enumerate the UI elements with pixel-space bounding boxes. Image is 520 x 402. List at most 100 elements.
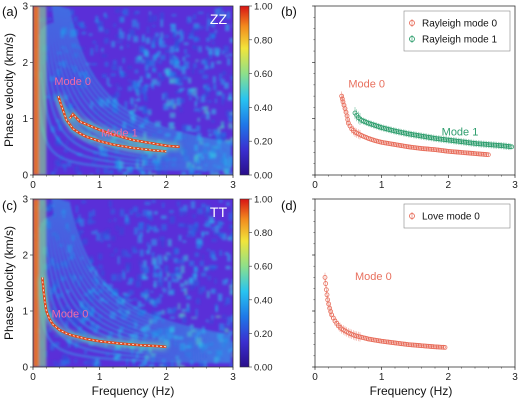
- a-texture-cell: [183, 61, 190, 69]
- a-texture-cell: [103, 12, 107, 17]
- c-texture-cell: [182, 315, 187, 324]
- c-texture-cell: [224, 328, 229, 333]
- c-texture-cell: [175, 259, 182, 264]
- a-texture-cell: [115, 91, 120, 98]
- b-xtick-label: 3: [512, 180, 518, 191]
- a-texture-cell: [193, 23, 200, 29]
- a-texture-cell: [169, 103, 174, 110]
- a-texture-cell: [163, 103, 169, 111]
- c-texture-cell: [156, 297, 162, 304]
- d-point: [400, 341, 406, 347]
- b-point: [462, 150, 468, 156]
- a-texture-cell: [97, 23, 100, 27]
- panel-a-component-label: ZZ: [210, 11, 228, 27]
- c-texture-cell: [203, 223, 209, 226]
- c-frame: [32, 198, 234, 368]
- c-texture-cell: [149, 299, 155, 305]
- a-texture-cell: [147, 170, 152, 175]
- a-texture-cell: [171, 157, 177, 162]
- c-texture-cell: [95, 362, 101, 367]
- c-texture-cell: [142, 209, 149, 217]
- c-texture-cell: [197, 208, 204, 215]
- panel-c-ylabel: Phase velocity (km/s): [2, 226, 16, 340]
- a-texture-cell: [145, 110, 152, 113]
- c-texture-cell: [132, 298, 138, 301]
- c-texture-cell: [142, 366, 146, 367]
- c-texture-cell: [131, 334, 134, 342]
- b-point: [414, 145, 420, 151]
- panel-c-colorbar: 0.00 0.20 0.40 0.60 0.80 1.00: [239, 195, 273, 374]
- c-texture-cell: [163, 255, 167, 261]
- a-texture-cell: [141, 159, 145, 168]
- a-texture-cell: [231, 171, 233, 175]
- c-texture-cell: [178, 336, 184, 340]
- c-texture-cell: [160, 215, 167, 219]
- a-xtick-label: 1: [97, 180, 103, 191]
- a-texture-cell: [94, 19, 100, 23]
- c-texture-cell: [153, 268, 156, 274]
- c-texture-cell: [231, 353, 233, 358]
- c-texture-cell: [50, 287, 56, 295]
- a-texture-cell: [163, 68, 167, 74]
- c-texture-cell: [183, 254, 189, 262]
- c-texture-cell: [101, 231, 107, 239]
- b-point: [432, 135, 438, 141]
- c-texture-cell: [90, 321, 95, 329]
- c-texture-cell: [65, 357, 71, 364]
- a-texture-cell: [116, 40, 123, 43]
- b-point: [490, 142, 496, 148]
- c-texture-cell: [217, 293, 223, 302]
- c-texture-cell: [53, 279, 59, 287]
- a-texture-cell: [64, 90, 67, 94]
- b-point: [454, 138, 460, 144]
- a-texture-cell: [217, 126, 221, 135]
- c-texture-cell: [80, 256, 84, 260]
- a-xtick-label: 0: [30, 180, 36, 191]
- c-texture-cell: [181, 256, 185, 264]
- a-texture-cell: [178, 98, 185, 104]
- c-texture-cell: [153, 280, 157, 288]
- c-texture-cell: [84, 350, 87, 354]
- a-texture-cell: [111, 41, 116, 48]
- c-texture-cell: [154, 265, 160, 270]
- c-texture-cell: [165, 252, 171, 255]
- a-texture-cell: [154, 15, 157, 22]
- b-point: [434, 147, 440, 153]
- b-point: [437, 147, 443, 153]
- b-point: [507, 144, 513, 150]
- a-texture-cell: [172, 55, 176, 59]
- c-annotation-0: Mode 0: [52, 309, 89, 321]
- b-point: [459, 150, 465, 155]
- a-texture-cell: [91, 63, 97, 66]
- a-texture-cell: [196, 99, 200, 104]
- b-xtick-label: 1: [379, 180, 385, 191]
- c-texture-cell: [125, 262, 132, 271]
- a-texture-cell: [150, 161, 155, 164]
- c-texture-cell: [180, 283, 185, 288]
- d-point: [380, 339, 386, 344]
- c-texture-cell: [144, 201, 151, 206]
- b-xtick-label: 0: [312, 180, 318, 191]
- c-texture-cell: [107, 335, 111, 341]
- c-texture-cell: [178, 223, 184, 227]
- c-texture-cell: [89, 267, 94, 272]
- c-texture-cell: [206, 248, 210, 251]
- a-texture-cell: [194, 37, 200, 42]
- c-texture-cell: [63, 346, 70, 349]
- c-texture-cell: [229, 288, 233, 295]
- c-texture-cell: [141, 311, 146, 315]
- c-texture-cell: [167, 239, 172, 247]
- a-texture-cell: [145, 173, 150, 175]
- a-texture-cell: [96, 97, 103, 105]
- a-texture-cell: [169, 112, 176, 118]
- a-texture-cell: [149, 60, 156, 67]
- d-point: [324, 292, 330, 298]
- a-texture-cell: [219, 6, 223, 11]
- a-xtick-label: 2: [164, 180, 170, 191]
- b-point: [419, 146, 425, 151]
- a-texture-cell: [200, 96, 206, 103]
- a-texture-cell: [215, 171, 219, 175]
- c-texture-cell: [201, 272, 207, 277]
- b-point: [480, 151, 486, 157]
- a-ridge-0-picks: [57, 96, 167, 152]
